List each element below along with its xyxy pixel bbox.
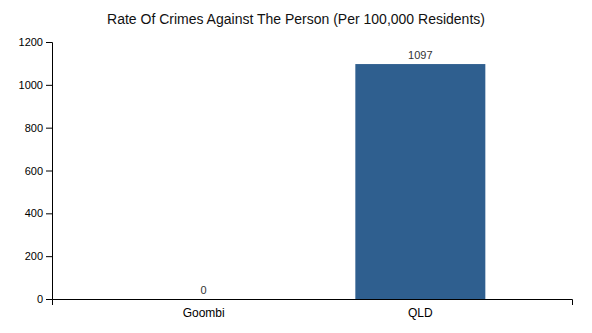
- tick-label: 800: [25, 122, 43, 134]
- tick: 600: [25, 165, 52, 177]
- tick-mark: [46, 85, 52, 86]
- bars: [355, 64, 485, 299]
- tick: 1200: [19, 36, 52, 48]
- data-label: 1097: [408, 49, 432, 61]
- tick-label: 1200: [19, 36, 43, 48]
- plot: 0 200 400 600 800 1000 1200 Goombi QLD 0 1097: [19, 36, 573, 320]
- title: Rate Of Crimes Against The Person (Per 1…: [107, 11, 485, 27]
- bar: [139, 299, 269, 300]
- tick-mark: [46, 256, 52, 257]
- data-labels: 0 1097: [201, 49, 433, 296]
- x-axis: Goombi QLD: [53, 300, 573, 320]
- tick-mark: [46, 171, 52, 172]
- tick-label: Goombi: [183, 306, 225, 320]
- tick-mark: [46, 299, 52, 300]
- chart: 0 200 400 600 800 1000 1200 Goombi QLD 0 1097 Rate …: [0, 0, 592, 333]
- y-axis: 0 200 400 600 800 1000 1200: [19, 36, 53, 305]
- tick-label: 0: [37, 293, 43, 305]
- tick: Goombi: [183, 306, 225, 320]
- axis-line: [46, 43, 53, 300]
- tick: 400: [25, 207, 52, 219]
- tick-label: 200: [25, 250, 43, 262]
- tick-label: 1000: [19, 79, 43, 91]
- tick: 200: [25, 250, 52, 262]
- tick-label: 400: [25, 207, 43, 219]
- tick-mark: [46, 213, 52, 214]
- tick-mark: [46, 128, 52, 129]
- tick: QLD: [408, 306, 433, 320]
- tick: 800: [25, 122, 52, 134]
- tick: 0: [37, 293, 52, 305]
- tick-label: 600: [25, 165, 43, 177]
- tick: 1000: [19, 79, 52, 91]
- tick-label: QLD: [408, 306, 433, 320]
- bar: [355, 64, 485, 299]
- axis-line: [53, 300, 573, 306]
- data-label: 0: [201, 284, 207, 296]
- tick-mark: [46, 42, 52, 43]
